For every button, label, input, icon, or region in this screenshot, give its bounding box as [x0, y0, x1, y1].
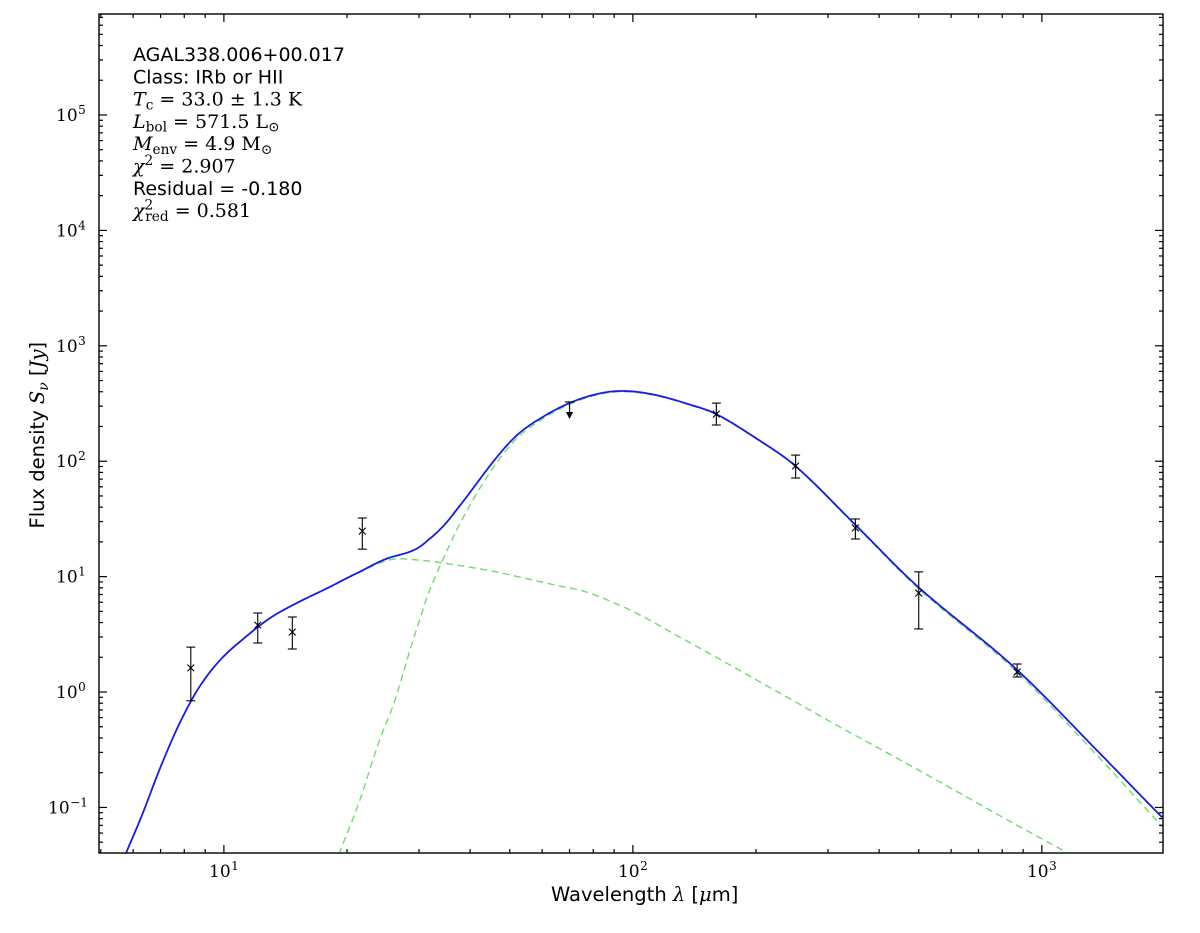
data-points-layer: [186, 401, 1022, 702]
annotation-line: Class: IRb or HII: [133, 66, 283, 88]
model-total-curve: [125, 390, 1163, 853]
x-axis-tick-label: 101: [209, 859, 239, 882]
x-axis-tick-label: 103: [1027, 859, 1057, 882]
x-marker: [1013, 668, 1021, 676]
x-marker: [187, 664, 195, 672]
y-axis-tick-label: 105: [56, 103, 86, 126]
x-axis-tick-label: 102: [618, 859, 648, 882]
y-axis-label: Flux density Sν [Jy]: [26, 342, 52, 529]
annotation-line: AGAL338.006+00.017: [133, 44, 345, 66]
x-axis-label: Wavelength λ [μm]: [551, 883, 738, 906]
y-axis-tick-label: 10−1: [48, 795, 88, 818]
y-axis-tick-label: 103: [56, 334, 86, 357]
data-point: [287, 616, 297, 650]
y-axis-tick-label: 104: [56, 218, 86, 241]
y-axis-tick-label: 100: [56, 680, 86, 703]
upper-limit-arrow: [565, 401, 575, 419]
x-marker: [712, 410, 721, 418]
data-point: [850, 518, 860, 540]
x-marker: [791, 462, 800, 470]
annotation-line: Tc = 33.0 ± 1.3 K: [133, 89, 303, 114]
data-point: [711, 402, 721, 426]
curves-layer: [125, 390, 1163, 853]
x-marker: [288, 628, 297, 636]
annotation-line: χ2 = 2.907: [131, 153, 236, 178]
data-point: [791, 454, 801, 479]
annotation-line: Residual = -0.180: [133, 178, 303, 200]
x-marker: [253, 621, 262, 629]
data-point: [1012, 663, 1022, 678]
x-marker: [851, 524, 860, 532]
x-marker: [358, 527, 367, 535]
x-marker: [914, 589, 923, 597]
annotation-line: Lbol = 571.5 L⊙: [132, 111, 280, 136]
data-point: [253, 612, 263, 644]
plot-frame: [98, 13, 1164, 854]
annotation-line: Menv = 4.9 M⊙: [132, 133, 272, 158]
annotation-line: χ2 red = 0.581: [131, 198, 251, 225]
data-point: [186, 646, 196, 702]
y-axis-tick-label: 102: [56, 449, 86, 472]
data-point: [914, 571, 924, 630]
data-point: [357, 517, 367, 550]
y-axis-tick-label: 101: [56, 565, 86, 588]
